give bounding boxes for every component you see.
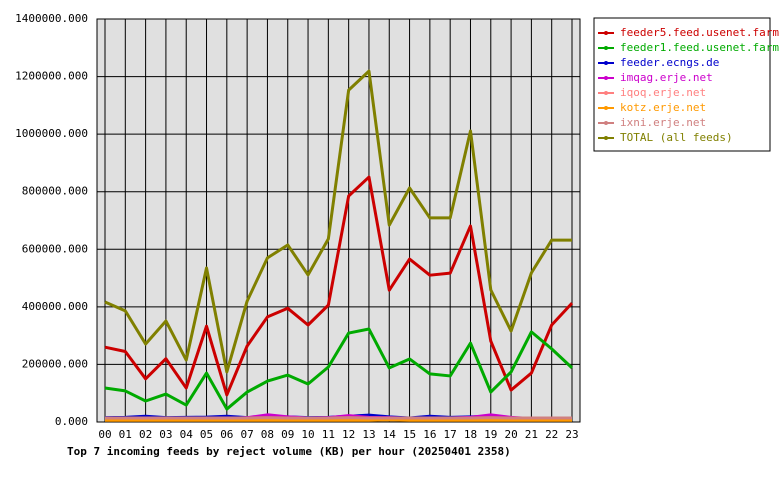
x-tick-label: 11: [322, 428, 335, 441]
x-tick-label: 19: [484, 428, 497, 441]
plot-area: [96, 18, 581, 423]
x-tick-label: 03: [159, 428, 172, 441]
x-tick-label: 23: [565, 428, 578, 441]
legend-label: feeder1.feed.usenet.farm: [620, 41, 779, 54]
series-line: [104, 327, 574, 411]
legend-dot: [604, 61, 608, 65]
x-tick-label: 00: [98, 428, 111, 441]
y-tick-label: 200000.000: [22, 357, 88, 370]
x-tick-label: 05: [200, 428, 213, 441]
legend-dot: [604, 76, 608, 80]
legend-label: kotz.erje.net: [620, 101, 706, 114]
legend-label: feeder.ecngs.de: [620, 56, 719, 69]
x-tick-label: 04: [180, 428, 194, 441]
y-tick-label: 1200000.000: [15, 70, 88, 83]
legend-label: ixni.erje.net: [620, 116, 706, 129]
legend-dot: [604, 31, 608, 35]
x-tick-label: 07: [241, 428, 254, 441]
y-tick-label: 0.000: [55, 415, 88, 428]
legend-dot: [604, 91, 608, 95]
y-tick-label: 1400000.000: [15, 12, 88, 25]
legend-dot: [604, 121, 608, 125]
x-tick-label: 18: [464, 428, 477, 441]
legend-box: [593, 17, 771, 152]
x-tick-label: 13: [362, 428, 375, 441]
y-tick-label: 1000000.000: [15, 127, 88, 140]
series-line: [104, 175, 574, 397]
chart-title: Top 7 incoming feeds by reject volume (K…: [67, 445, 511, 458]
x-tick-label: 09: [281, 428, 294, 441]
legend-dot: [604, 136, 608, 140]
series-line: [104, 69, 572, 374]
x-tick-label: 22: [545, 428, 558, 441]
x-tick-label: 01: [119, 428, 132, 441]
legend-label: iqoq.erje.net: [620, 86, 706, 99]
legend-label: imqag.erje.net: [620, 71, 713, 84]
x-tick-label: 16: [423, 428, 436, 441]
legend-dot: [604, 46, 608, 50]
x-tick-label: 02: [139, 428, 152, 441]
y-tick-label: 800000.000: [22, 185, 88, 198]
legend-dot: [604, 106, 608, 110]
x-tick-label: 21: [525, 428, 538, 441]
series-line: [105, 418, 572, 422]
x-tick-label: 12: [342, 428, 355, 441]
legend-label: TOTAL (all feeds): [620, 131, 733, 144]
x-tick-label: 20: [504, 428, 517, 441]
x-tick-label: 17: [444, 428, 457, 441]
x-tick-label: 10: [301, 428, 314, 441]
x-tick-label: 08: [261, 428, 274, 441]
x-tick-label: 06: [220, 428, 233, 441]
x-tick-label: 15: [403, 428, 416, 441]
legend-label: feeder5.feed.usenet.farm: [620, 26, 779, 39]
y-tick-label: 600000.000: [22, 242, 88, 255]
y-tick-label: 400000.000: [22, 300, 88, 313]
x-tick-label: 14: [383, 428, 397, 441]
